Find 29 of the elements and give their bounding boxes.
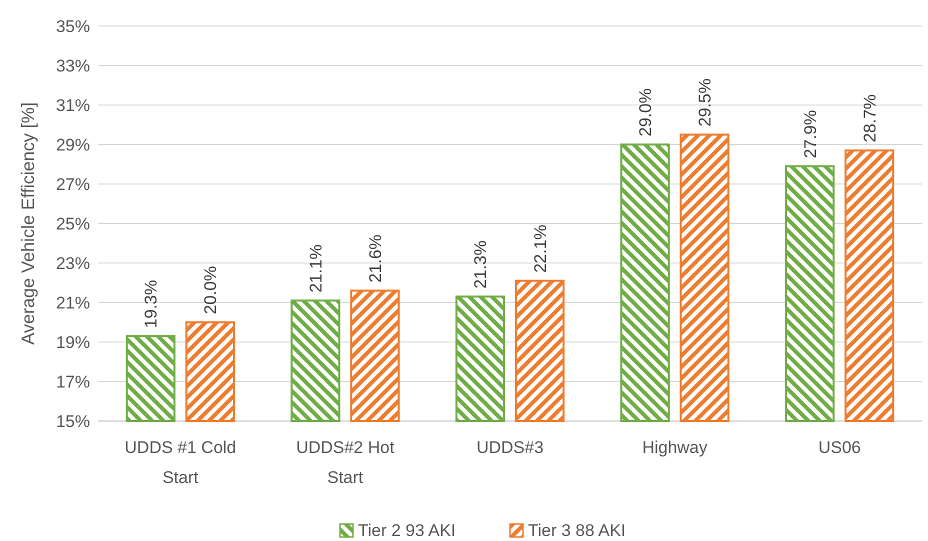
data-label: 21.6% xyxy=(366,234,385,283)
y-tick-label: 15% xyxy=(56,412,90,431)
data-label: 19.3% xyxy=(142,280,161,328)
data-label: 22.1% xyxy=(530,224,550,273)
data-label: 29.5% xyxy=(696,78,715,127)
x-tick-label: Highway xyxy=(642,438,708,457)
y-tick-label: 27% xyxy=(56,174,90,194)
x-tick-label: US06 xyxy=(818,438,861,457)
data-label: 27.9% xyxy=(800,110,820,158)
data-label: 29.0% xyxy=(636,88,656,136)
y-axis-title: Average Vehicle Efficiency [%] xyxy=(18,102,38,345)
data-label: 21.3% xyxy=(471,240,490,289)
data-label: 20.0% xyxy=(201,266,220,314)
x-tick-label: UDDS #1 Cold Start xyxy=(124,438,236,487)
y-tick-label: 17% xyxy=(56,372,90,392)
y-tick-label: 23% xyxy=(56,254,90,273)
x-tick-label: UDDS#3 xyxy=(476,438,544,457)
y-tick-label: 25% xyxy=(56,214,90,234)
y-tick-label: 35% xyxy=(56,16,90,36)
data-label: 21.1% xyxy=(306,244,326,293)
y-tick-label: 31% xyxy=(56,96,90,115)
legend-label: Tier 2 93 AKI xyxy=(358,521,456,540)
y-tick-label: 29% xyxy=(56,135,90,154)
y-tick-label: 33% xyxy=(56,56,90,76)
y-tick-label: 21% xyxy=(56,293,90,312)
y-tick-label: 19% xyxy=(56,332,90,352)
x-tick-label: UDDS#2 Hot Start xyxy=(296,438,395,487)
legend-label: Tier 3 88 AKI xyxy=(528,521,626,540)
data-label: 28.7% xyxy=(860,94,880,142)
